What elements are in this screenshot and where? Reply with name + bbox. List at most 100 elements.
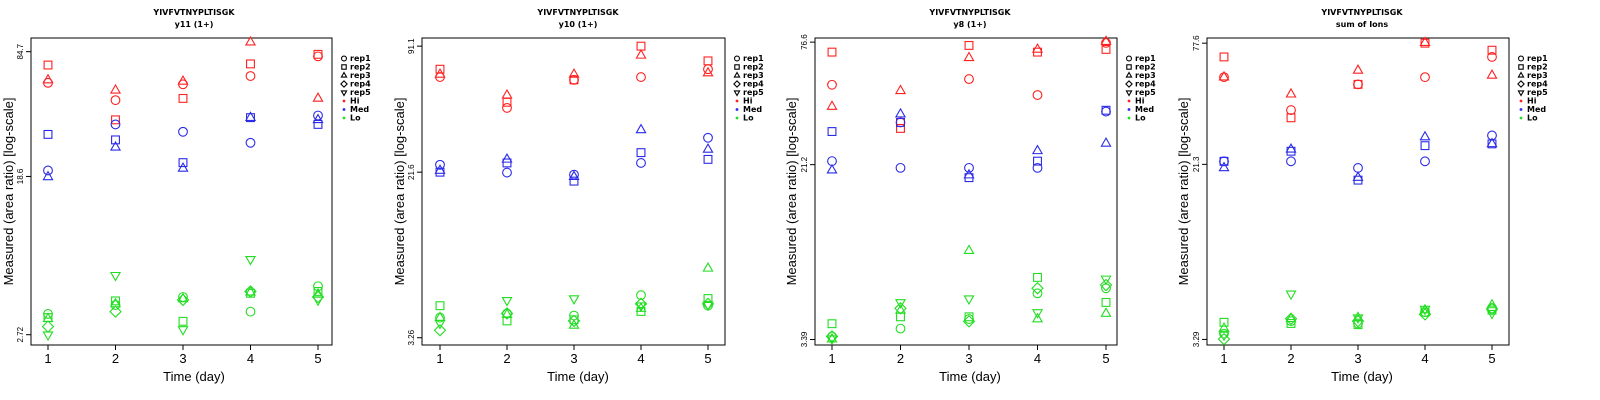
x-tick-label: 5 <box>704 351 711 366</box>
data-point-square <box>1487 45 1497 55</box>
legend-label-rep5: rep5 <box>1527 88 1548 97</box>
legend-label-rep4: rep4 <box>743 80 764 89</box>
data-point-triangle-up <box>702 66 714 77</box>
legend-dot-lo <box>735 116 739 120</box>
data-point-square <box>246 59 255 69</box>
data-point-circle <box>636 72 646 82</box>
data-point-circle <box>1286 156 1296 167</box>
data-point-square <box>1219 317 1229 327</box>
x-axis-label: Time (day) <box>547 369 609 384</box>
data-point-triangle-up <box>1031 312 1044 323</box>
data-point-square <box>1033 156 1042 166</box>
data-point-triangle-down <box>434 319 446 330</box>
data-point-square <box>734 64 740 70</box>
data-point-diamond <box>41 320 55 333</box>
data-point-triangle-up <box>177 162 189 172</box>
data-point-diamond <box>1517 80 1525 88</box>
data-point-triangle-down <box>733 90 741 97</box>
x-tick-label: 1 <box>1220 351 1227 366</box>
legend-dot-med <box>1127 108 1131 111</box>
data-point-triangle-down <box>1218 331 1230 342</box>
y-tick-label: 84.7 <box>16 43 25 59</box>
plot-frame <box>30 37 333 346</box>
legend-label-med: Med <box>743 105 762 114</box>
x-tick-label: 4 <box>637 351 644 366</box>
data-point-diamond <box>1351 314 1365 328</box>
legend-label-lo: Lo <box>350 114 361 123</box>
data-point-triangle-up <box>244 111 257 121</box>
data-point-square <box>178 158 188 168</box>
legend-label-rep2: rep2 <box>1527 63 1548 72</box>
y-axis-label: Measured (area ratio) [log-scale] <box>392 98 407 286</box>
data-point-square <box>636 148 646 158</box>
data-point-triangle-down <box>702 301 714 312</box>
data-point-square <box>313 49 323 59</box>
plot-frame <box>814 37 1118 346</box>
data-point-circle <box>245 306 256 317</box>
data-point-triangle-up <box>733 71 741 78</box>
legend-dot-hi <box>1127 99 1131 103</box>
data-point-square <box>1101 105 1111 115</box>
data-point-square <box>896 123 905 133</box>
data-point-square <box>1101 44 1111 54</box>
data-point-triangle-up <box>1419 130 1431 141</box>
data-point-circle <box>502 102 512 113</box>
chart-subtitle: sum of Ions <box>1336 20 1389 29</box>
data-point-circle <box>178 126 188 137</box>
data-point-square <box>1286 319 1296 328</box>
y-tick-label: 21.3 <box>1192 156 1201 172</box>
data-point-square <box>703 56 713 66</box>
data-point-triangle-up <box>434 67 446 78</box>
data-point-triangle-down <box>894 299 907 309</box>
data-point-circle <box>964 74 974 85</box>
data-point-square <box>111 296 120 306</box>
data-point-square <box>313 286 323 296</box>
data-point-triangle-down <box>1419 305 1431 316</box>
x-tick-label: 5 <box>1488 351 1495 366</box>
data-point-diamond <box>825 330 839 343</box>
legend-dot-lo <box>1519 116 1523 120</box>
data-point-circle <box>1032 162 1043 173</box>
data-point-circle <box>1032 288 1043 299</box>
legend-label-rep4: rep4 <box>350 80 371 89</box>
x-tick-label: 3 <box>179 351 186 366</box>
data-point-triangle-down <box>501 296 513 307</box>
data-point-square <box>502 158 512 168</box>
data-point-triangle-up <box>1352 311 1364 321</box>
chart-panel-y8: YIVFVTNYPLTISGK y8 (1+) Time (day) Measu… <box>784 0 1176 400</box>
legend-label-hi: Hi <box>1527 97 1537 106</box>
x-axis-label: Time (day) <box>163 369 225 384</box>
chart-title: YIVFVTNYPLTISGK <box>1320 8 1403 17</box>
legend-label-rep2: rep2 <box>350 63 371 72</box>
data-point-triangle-up <box>826 163 838 174</box>
data-point-diamond <box>1217 332 1231 346</box>
data-point-circle <box>313 281 323 292</box>
data-point-diamond <box>1418 308 1432 321</box>
legend-label-rep5: rep5 <box>350 88 371 97</box>
legend-label-rep3: rep3 <box>350 71 371 80</box>
data-point-triangle-up <box>501 152 513 163</box>
data-point-triangle-down <box>244 255 257 266</box>
legend-label-hi: Hi <box>1135 97 1145 106</box>
data-point-square <box>1219 52 1229 62</box>
data-point-square <box>896 117 905 127</box>
legend-label-rep3: rep3 <box>1135 71 1156 80</box>
data-point-triangle-up <box>568 170 580 181</box>
legend-label-hi: Hi <box>350 97 360 106</box>
data-point-triangle-up <box>1285 87 1297 98</box>
data-point-square <box>1420 141 1430 151</box>
data-point-triangle-up <box>826 100 838 110</box>
legend-label-rep5: rep5 <box>743 88 764 97</box>
data-point-diamond <box>1031 281 1044 295</box>
y-tick-label: 76.6 <box>800 34 809 50</box>
data-point-diamond <box>176 293 190 307</box>
data-point-triangle-down <box>177 326 189 336</box>
y-tick-label: 91.1 <box>407 38 416 54</box>
data-point-triangle-up <box>702 143 714 153</box>
legend-label-med: Med <box>1135 105 1154 114</box>
data-point-triangle-down <box>340 90 348 97</box>
data-point-triangle-down <box>1352 314 1364 325</box>
data-point-triangle-up <box>177 75 189 85</box>
x-axis-label: Time (day) <box>1331 369 1393 384</box>
y-tick-label: 77.6 <box>1192 35 1201 51</box>
